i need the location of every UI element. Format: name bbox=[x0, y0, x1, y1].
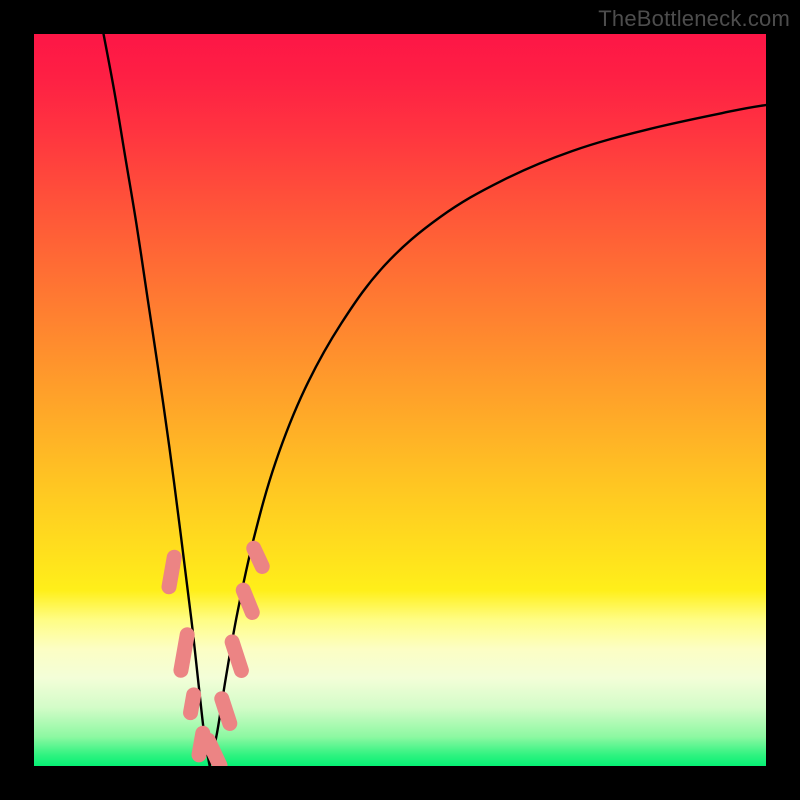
curve-left-branch bbox=[104, 34, 210, 766]
watermark-text: TheBottleneck.com bbox=[598, 6, 790, 32]
curve-marker bbox=[182, 686, 203, 721]
curve-marker bbox=[160, 549, 183, 596]
plot-area bbox=[34, 34, 766, 766]
chart-frame: TheBottleneck.com bbox=[0, 0, 800, 800]
curve-marker bbox=[172, 626, 196, 679]
curve-marker bbox=[212, 689, 239, 733]
v-curve bbox=[34, 34, 766, 766]
curve-right-branch bbox=[210, 105, 766, 766]
